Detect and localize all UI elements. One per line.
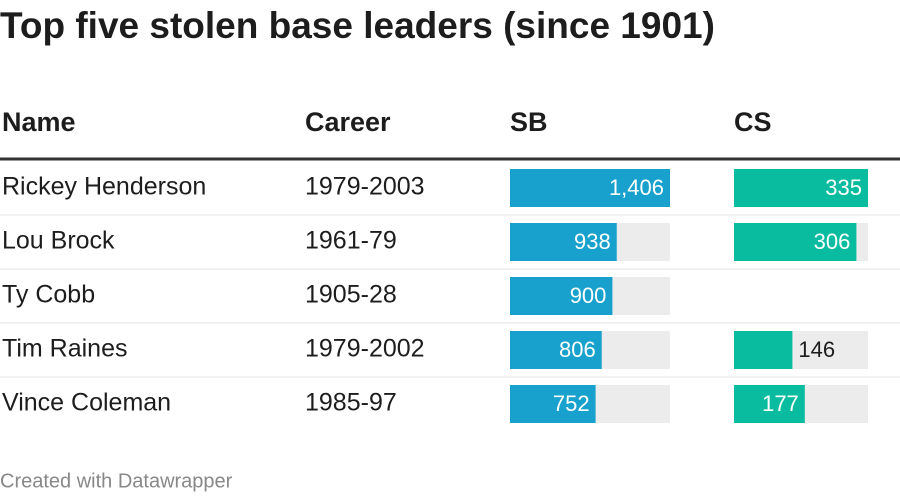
bar: [734, 385, 805, 423]
career-span: 1905-28: [305, 281, 397, 309]
bar: [734, 169, 868, 207]
bar: [510, 169, 670, 207]
bar: [734, 331, 793, 369]
player-name: Vince Coleman: [2, 389, 171, 417]
bar: [510, 223, 617, 261]
value-label: 806: [559, 337, 596, 362]
footer: Created with Datawrapper: [0, 470, 233, 492]
player-name: Lou Brock: [2, 227, 115, 255]
player-name: Ty Cobb: [2, 281, 95, 309]
career-span: 1985-97: [305, 389, 397, 417]
career-span: 1961-79: [305, 227, 397, 255]
value-label: 335: [825, 175, 862, 200]
bar: [510, 331, 602, 369]
career-span: 1979-2002: [305, 335, 425, 363]
bar: [510, 385, 596, 423]
column-header: Career: [305, 107, 391, 137]
bar: [510, 277, 613, 315]
column-header: SB: [510, 107, 548, 137]
value-label: 177: [762, 391, 799, 416]
value-label: 752: [553, 391, 590, 416]
bar: [734, 223, 857, 261]
column-header: Name: [2, 107, 76, 137]
player-name: Rickey Henderson: [2, 173, 206, 201]
career-span: 1979-2003: [305, 173, 425, 201]
value-label: 938: [574, 229, 611, 254]
value-label: 900: [570, 283, 607, 308]
value-label: 306: [814, 229, 851, 254]
player-name: Tim Raines: [2, 335, 128, 363]
title: Top five stolen base leaders (since 1901…: [0, 5, 715, 46]
column-header: CS: [734, 107, 772, 137]
value-label: 146: [798, 337, 835, 362]
value-label: 1,406: [609, 175, 664, 200]
